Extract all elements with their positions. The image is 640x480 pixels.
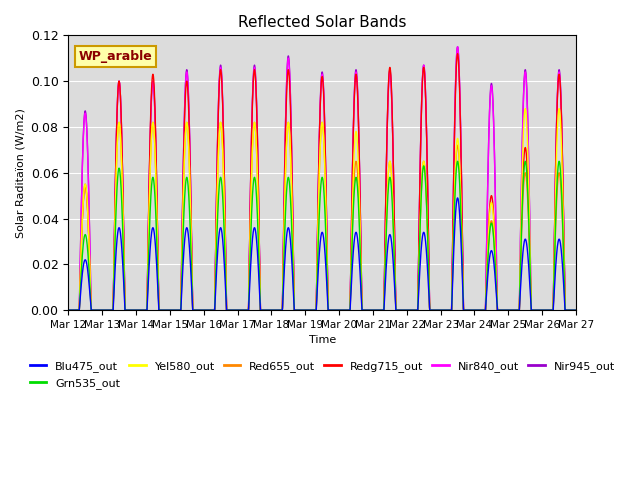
Line: Nir840_out: Nir840_out [68,47,576,310]
Nir840_out [152,166,160,172]
Grn535_out [281,222,289,228]
Nir840_out [572,307,580,313]
Nir945_out [572,307,580,313]
Nir840_out [259,307,267,313]
Redg715_out [281,154,289,159]
Nir945_out [281,145,289,151]
Yel580_out [152,192,160,197]
Nir945_out [563,307,570,313]
Line: Yel580_out: Yel580_out [68,108,576,310]
Redg715_out [572,307,580,313]
Grn535_out [563,307,570,313]
Nir840_out [65,307,72,313]
Redg715_out [122,307,130,313]
Blu475_out [572,307,580,313]
Redg715_out [454,51,461,57]
Blu475_out [281,254,289,260]
Red655_out [572,307,580,313]
Line: Grn535_out: Grn535_out [68,161,576,310]
Red655_out [122,307,130,313]
Blu475_out [152,256,160,262]
Text: WP_arable: WP_arable [79,50,152,63]
Grn535_out [122,307,130,313]
Grn535_out [508,307,515,313]
Nir945_out [152,166,160,172]
Redg715_out [152,162,160,168]
Grn535_out [152,225,160,231]
Redg715_out [508,307,515,313]
Line: Red655_out: Red655_out [68,122,576,310]
Redg715_out [259,307,267,313]
Grn535_out [556,158,563,164]
Nir840_out [563,307,570,313]
Blu475_out [122,307,130,313]
Blu475_out [563,307,570,313]
Yel580_out [259,307,267,313]
Grn535_out [65,307,72,313]
Nir840_out [281,146,289,152]
Yel580_out [281,187,289,193]
Nir840_out [454,44,461,49]
Blu475_out [454,195,461,201]
Yel580_out [122,307,130,313]
Nir945_out [259,307,267,313]
Nir945_out [454,44,461,49]
Grn535_out [572,307,580,313]
Blu475_out [508,307,515,313]
Red655_out [282,181,289,187]
Title: Reflected Solar Bands: Reflected Solar Bands [238,15,406,30]
Redg715_out [563,307,570,313]
Red655_out [65,307,72,313]
Y-axis label: Solar Raditaïon (W/m2): Solar Raditaïon (W/m2) [15,108,25,238]
Yel580_out [65,307,72,313]
Nir945_out [122,307,130,313]
Yel580_out [563,307,570,313]
X-axis label: Time: Time [308,336,336,346]
Nir945_out [508,307,515,313]
Line: Blu475_out: Blu475_out [68,198,576,310]
Nir840_out [122,307,130,313]
Red655_out [115,120,123,125]
Line: Nir945_out: Nir945_out [68,47,576,310]
Yel580_out [556,106,563,111]
Grn535_out [259,307,267,313]
Blu475_out [259,307,267,313]
Nir945_out [65,307,72,313]
Legend: Blu475_out, Grn535_out, Yel580_out, Red655_out, Redg715_out, Nir840_out, Nir945_: Blu475_out, Grn535_out, Yel580_out, Red6… [25,357,619,393]
Red655_out [563,307,570,313]
Redg715_out [65,307,72,313]
Blu475_out [65,307,72,313]
Yel580_out [508,307,515,313]
Nir840_out [508,307,515,313]
Red655_out [259,307,267,313]
Red655_out [153,198,161,204]
Yel580_out [572,307,580,313]
Red655_out [508,307,515,313]
Line: Redg715_out: Redg715_out [68,54,576,310]
